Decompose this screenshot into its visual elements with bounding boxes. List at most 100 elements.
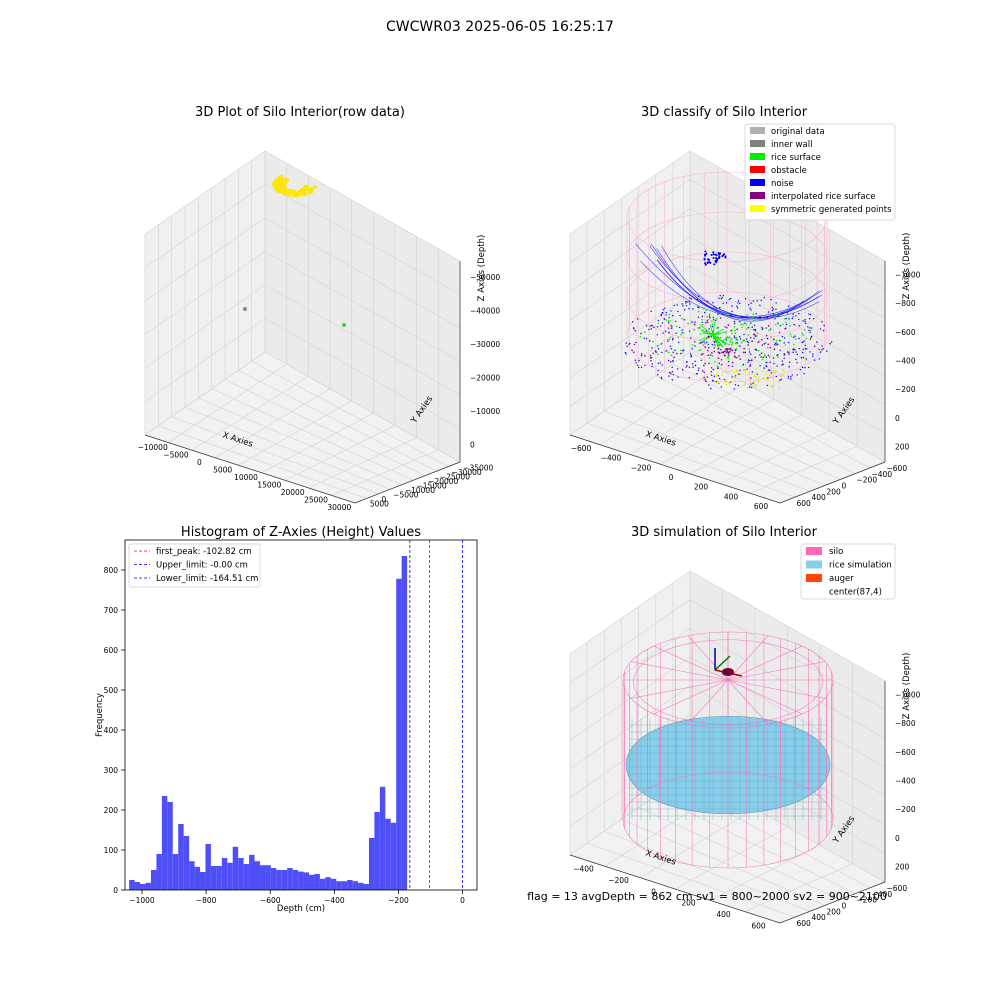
noise-point <box>808 318 811 320</box>
raw-point <box>292 190 295 193</box>
noise-point <box>635 362 637 364</box>
noise-point <box>794 335 796 337</box>
noise-point <box>711 343 714 346</box>
noise-point <box>660 315 662 317</box>
noise-point <box>660 313 663 316</box>
grid-line <box>569 150 886 262</box>
interp-point <box>699 342 702 344</box>
raw-point <box>274 182 277 185</box>
interp-point <box>717 357 720 360</box>
noise-point <box>821 349 823 351</box>
rice-point <box>770 336 773 338</box>
histogram-bar <box>227 862 233 890</box>
silo-roof-line <box>727 645 803 681</box>
interp-point <box>730 349 732 351</box>
noise-point <box>662 309 665 311</box>
y-tick-label: −20000 <box>428 477 458 486</box>
rice-point <box>691 343 694 346</box>
noise-point <box>798 318 800 321</box>
histogram-y-label: Frequency <box>95 693 105 737</box>
interp-point <box>724 348 727 350</box>
noise-point <box>808 329 810 332</box>
legend-swatch <box>806 560 822 569</box>
noise-point <box>624 351 627 354</box>
noise-point <box>737 300 740 302</box>
noise-point <box>787 305 790 307</box>
noise-point <box>689 303 691 305</box>
rice-point <box>711 355 714 357</box>
rice-point <box>744 322 747 324</box>
interp-point <box>719 317 722 319</box>
noise-point <box>725 339 728 341</box>
noise-point <box>708 347 710 349</box>
grid-line <box>158 425 367 499</box>
noise-point <box>763 296 765 299</box>
grid-line <box>198 397 402 486</box>
noise-point <box>769 328 772 330</box>
interp-point <box>760 352 763 355</box>
noise-point <box>692 308 694 310</box>
noise-point <box>792 336 795 339</box>
noise-point <box>713 375 716 377</box>
raw-point <box>282 181 286 184</box>
interp-point <box>776 343 779 346</box>
interp-point <box>744 351 747 354</box>
raw-point <box>286 178 289 181</box>
rice-point <box>712 340 715 342</box>
noise-point <box>674 320 677 323</box>
interp-point <box>631 349 633 352</box>
noise-point <box>686 364 688 367</box>
noise-point <box>659 325 662 327</box>
rice-point <box>775 313 777 316</box>
interp-point <box>773 348 776 351</box>
sym-point <box>716 372 719 374</box>
noise-point <box>783 342 785 344</box>
sym-point <box>725 379 727 382</box>
noise-point <box>779 349 781 352</box>
silo-roof-line <box>727 635 769 681</box>
noise-point <box>728 298 731 301</box>
noise-point <box>765 356 767 358</box>
z-tick-label: −400 <box>895 777 916 786</box>
noise-cluster <box>715 254 718 257</box>
noise-point <box>656 334 658 336</box>
noise-point <box>770 298 772 301</box>
noise-point <box>801 366 804 369</box>
y-tick-label: −600 <box>887 884 908 893</box>
histogram-bar <box>194 866 201 890</box>
noise-point <box>791 374 793 376</box>
noise-point <box>672 360 674 362</box>
noise-cluster <box>708 258 711 261</box>
rice-point <box>690 320 693 323</box>
noise-point <box>811 335 813 338</box>
noise-point <box>749 364 752 366</box>
noise-point <box>792 313 794 316</box>
sym-point <box>721 374 723 377</box>
raw-point <box>292 195 296 198</box>
x-tick-label: −400 <box>324 896 345 905</box>
noise-point <box>772 357 775 359</box>
noise-point <box>698 327 700 329</box>
interp-point <box>704 362 707 365</box>
noise-point <box>803 340 805 342</box>
sym-point <box>757 379 760 382</box>
rice-point <box>738 344 741 347</box>
rice-point <box>759 318 762 321</box>
noise-point <box>807 326 809 328</box>
classify-plot-title: 3D classify of Silo Interior <box>641 105 808 120</box>
raw-point <box>310 190 314 194</box>
grid-line <box>621 819 826 906</box>
sym-point <box>725 383 728 386</box>
legend-label: first_peak: -102.82 cm <box>156 547 252 557</box>
rice-point <box>727 357 730 360</box>
silo-roof-line <box>727 679 826 699</box>
interp-point <box>754 356 756 359</box>
axis-line <box>569 854 886 924</box>
rice-point <box>724 338 726 341</box>
noise-cluster <box>710 253 713 256</box>
noise-cluster <box>704 253 707 256</box>
sym-point <box>754 386 757 388</box>
rice-spike <box>700 329 714 336</box>
noise-point <box>733 388 735 390</box>
noise-point <box>774 342 777 344</box>
